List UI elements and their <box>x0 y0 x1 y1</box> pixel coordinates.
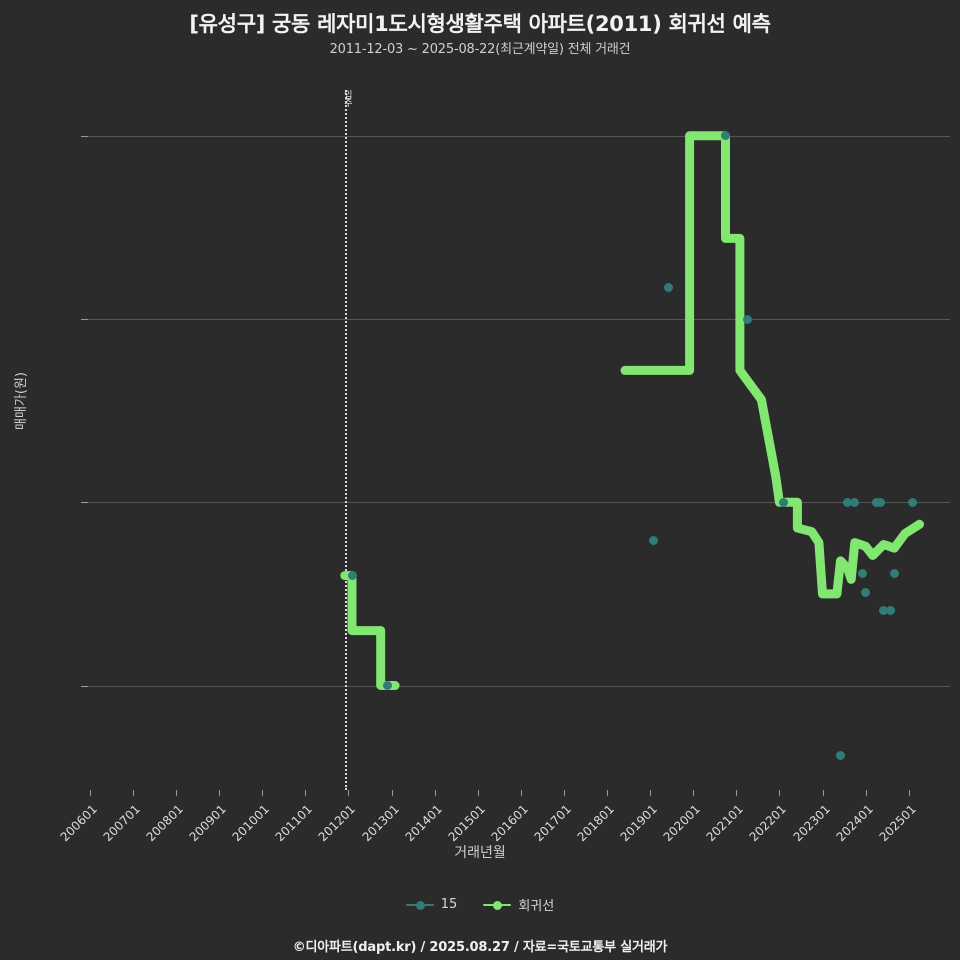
scatter-point <box>383 681 393 690</box>
x-axis-tick <box>650 790 652 796</box>
regression-line-segment <box>340 571 400 690</box>
legend-swatch-icon <box>405 900 434 910</box>
legend-item-label: 회귀선 <box>518 899 555 914</box>
x-axis-tick <box>132 790 134 796</box>
regression-line-layer <box>340 131 924 690</box>
x-axis-tick <box>89 790 91 796</box>
legend-item-label: 15 <box>440 897 458 912</box>
y-axis-tick <box>81 319 88 321</box>
x-axis-tick <box>176 790 177 796</box>
scatter-point <box>347 571 357 581</box>
x-axis-tick <box>865 790 867 796</box>
scatter-point <box>843 497 853 507</box>
legend-item[interactable]: 15 <box>405 897 458 912</box>
scatter-point <box>778 497 788 507</box>
x-axis-tick <box>607 790 608 796</box>
x-axis-label: 거래년월 <box>454 845 506 861</box>
x-axis-tick <box>262 790 264 796</box>
x-axis-tick <box>219 790 221 796</box>
scatter-point <box>889 569 899 579</box>
legend-swatch-icon <box>483 900 512 910</box>
x-axis-tick <box>391 790 393 796</box>
x-axis-tick <box>822 790 824 796</box>
legend: 15 회귀선 <box>0 895 960 914</box>
x-axis-tick <box>563 790 565 796</box>
move-in-vline-label: 입주 <box>341 90 352 106</box>
scatter-point <box>879 605 889 615</box>
x-axis-tick <box>779 790 781 796</box>
x-axis-tick <box>908 790 910 796</box>
gridline <box>88 502 950 504</box>
y-axis-tick <box>81 502 88 504</box>
scatter-point <box>742 314 752 324</box>
scatter-point <box>857 569 867 579</box>
scatter-point <box>663 283 673 293</box>
y-axis-tick <box>81 685 88 687</box>
gridline <box>88 685 950 687</box>
regression-line-segment <box>620 131 924 599</box>
x-axis-tick <box>736 790 738 796</box>
legend-item[interactable]: 회귀선 <box>483 895 554 914</box>
y-axis-label: 매매가(원) <box>14 372 29 430</box>
scatter-point <box>886 605 896 615</box>
footer-credit: ©디아파트(dapt.kr) / 2025.08.27 / 자료=국토교통부 실… <box>292 940 668 955</box>
scatter-point <box>649 536 659 546</box>
y-axis-tick <box>81 135 88 137</box>
x-axis-tick <box>348 790 350 796</box>
gridline <box>88 135 950 137</box>
x-axis-tick <box>693 790 695 796</box>
x-axis-tick <box>477 790 479 796</box>
gridline <box>88 319 950 321</box>
scatter-point <box>875 497 885 507</box>
x-axis-tick <box>520 790 522 796</box>
page-subtitle: 2011-12-03 ~ 2025-08-22(최근계약일) 전체 거래건 <box>329 42 631 57</box>
page-title: [유성구] 궁동 레자미1도시형생활주택 아파트(2011) 회귀선 예측 <box>189 12 771 36</box>
scatter-point <box>850 497 860 507</box>
scatter-point <box>907 497 917 507</box>
x-axis-tick <box>305 790 307 796</box>
x-axis-tick <box>434 790 436 796</box>
scatter-point <box>861 587 871 597</box>
plot-area: 입주 <box>81 90 950 796</box>
scatter-point <box>836 750 845 760</box>
scatter-point <box>721 131 730 141</box>
move-in-vline <box>344 90 347 790</box>
